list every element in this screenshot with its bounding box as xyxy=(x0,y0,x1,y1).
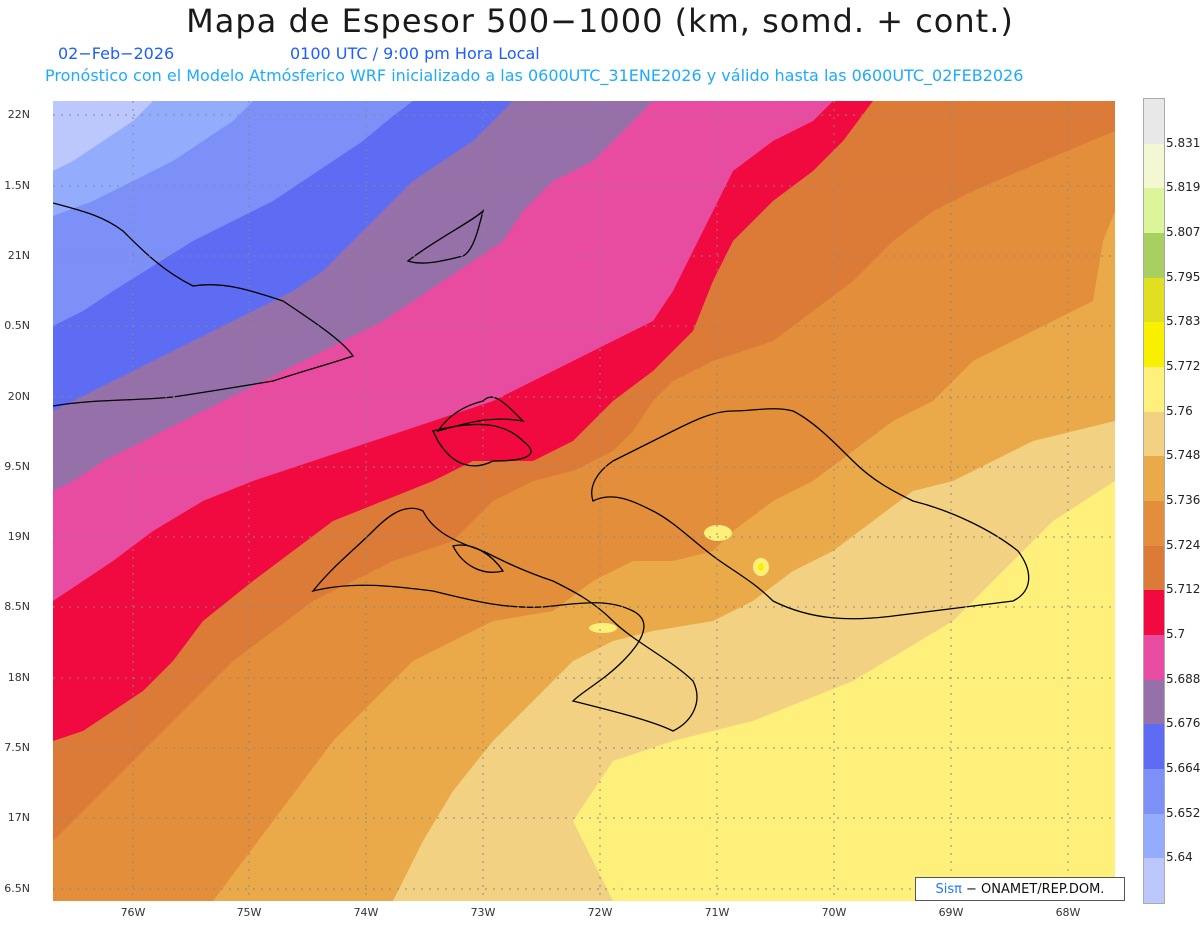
lat-tick: 22N xyxy=(7,108,30,121)
hispaniola-north xyxy=(432,408,1030,620)
thickness-map xyxy=(53,101,1115,901)
colorbar-segment xyxy=(1144,858,1164,903)
colorbar-label: 5.748 xyxy=(1166,448,1200,463)
colorbar-segment xyxy=(1144,277,1164,323)
lat-tick: 6.5N xyxy=(4,882,30,895)
colorbar-label: 5.795 xyxy=(1166,269,1200,284)
colorbar-segment xyxy=(1144,322,1164,367)
lon-tick: 75W xyxy=(236,906,262,919)
lon-tick: 68W xyxy=(1055,906,1081,919)
graticule xyxy=(53,101,1115,901)
colorbar-segment xyxy=(1144,634,1164,680)
colorbar-label: 5.807 xyxy=(1166,225,1200,239)
map-canvas xyxy=(53,101,1115,901)
great-inagua xyxy=(436,396,525,433)
colorbar-label: 5.688 xyxy=(1166,671,1200,686)
lat-tick: 17N xyxy=(7,811,30,824)
colorbar-label: 5.783 xyxy=(1166,314,1200,329)
colorbar-segment xyxy=(1144,500,1164,546)
acklins xyxy=(406,208,485,264)
colorbar-label: 5.664 xyxy=(1166,761,1200,775)
colorbar-segment xyxy=(1144,679,1164,725)
colorbar-segment xyxy=(1144,411,1164,457)
band-min xyxy=(53,101,153,171)
lon-tick: 74W xyxy=(353,906,379,919)
lon-tick: 73W xyxy=(470,906,496,919)
lat-tick: 7.5N xyxy=(4,741,30,754)
credit-logo: Sisπ xyxy=(935,881,963,897)
forecast-date: 02−Feb−2026 xyxy=(58,44,175,63)
colorbar-segment xyxy=(1144,545,1164,591)
lat-tick: 8.5N xyxy=(4,600,30,613)
lat-tick: 1.5N xyxy=(4,179,30,192)
colorbar-label: 5.819 xyxy=(1166,180,1200,195)
colorbar-segment xyxy=(1144,232,1164,278)
lat-tick: 0.5N xyxy=(4,319,30,332)
colorbar-segment xyxy=(1144,768,1164,814)
lat-tick: 20N xyxy=(7,390,30,403)
forecast-subtitle: Pronóstico con el Modelo Atmósferico WRF… xyxy=(45,66,1024,85)
colorbar-label: 5.772 xyxy=(1166,359,1200,373)
lat-tick: 9.5N xyxy=(4,460,30,473)
hotspot-1 xyxy=(704,525,732,541)
lon-tick: 76W xyxy=(120,906,146,919)
colorbar-label: 5.676 xyxy=(1166,716,1200,731)
colorbar-segment xyxy=(1144,99,1164,144)
colorbar-segment xyxy=(1144,724,1164,769)
lat-tick: 18N xyxy=(7,671,30,684)
colorbar-label: 5.64 xyxy=(1166,850,1193,865)
colorbar-label: 5.831 xyxy=(1166,135,1200,150)
hotspot-3 xyxy=(589,623,617,633)
forecast-time: 0100 UTC / 9:00 pm Hora Local xyxy=(290,44,540,63)
colorbar-segment xyxy=(1144,590,1164,635)
colorbar-segment xyxy=(1144,188,1164,233)
hotspot-2-core xyxy=(758,563,764,571)
colorbar-label: 5.736 xyxy=(1166,493,1200,507)
colorbar-label: 5.712 xyxy=(1166,582,1200,597)
lat-tick: 19N xyxy=(7,530,30,543)
lon-tick: 70W xyxy=(821,906,847,919)
map-title: Mapa de Espesor 500−1000 (km, somd. + co… xyxy=(186,2,1014,40)
colorbar-segment xyxy=(1144,143,1164,189)
lon-tick: 71W xyxy=(704,906,730,919)
colorbar xyxy=(1143,98,1165,904)
gonave xyxy=(452,544,505,573)
lon-tick: 72W xyxy=(587,906,613,919)
credit-box: Sisπ − ONAMET/REP.DOM. xyxy=(915,877,1125,901)
colorbar-segment xyxy=(1144,366,1164,412)
colorbar-label: 5.76 xyxy=(1166,403,1193,418)
colorbar-label: 5.7 xyxy=(1166,627,1186,641)
colorbar-label: 5.652 xyxy=(1166,805,1200,820)
lat-tick: 21N xyxy=(7,249,30,262)
colorbar-label: 5.724 xyxy=(1166,537,1200,552)
lon-tick: 69W xyxy=(938,906,964,919)
colorbar-segment xyxy=(1144,456,1164,501)
colorbar-segment xyxy=(1144,813,1164,859)
credit-text: − ONAMET/REP.DOM. xyxy=(966,881,1105,897)
band-5760 xyxy=(573,481,1115,901)
